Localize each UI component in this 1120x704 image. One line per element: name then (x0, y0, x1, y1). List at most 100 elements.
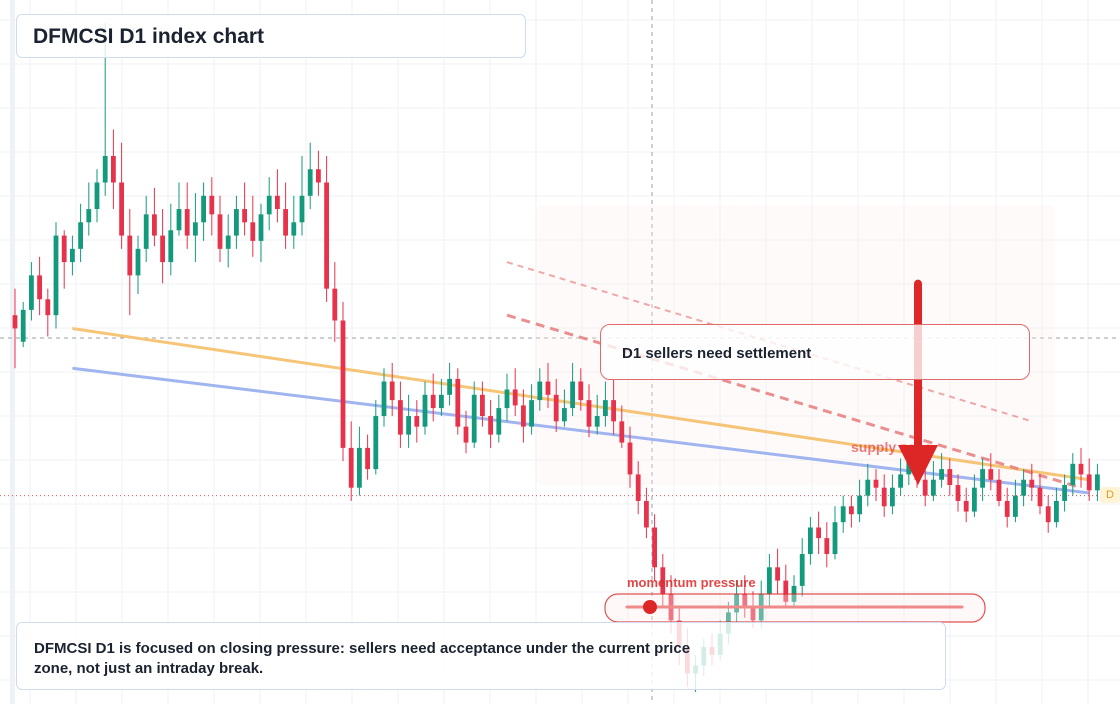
bear-candle (627, 426, 633, 488)
candle-body (455, 378, 461, 427)
bear-candle (455, 368, 461, 435)
bear-candle (963, 487, 969, 523)
candle-body (1013, 495, 1018, 517)
upper-dashed-line (506, 261, 1033, 423)
bear-candle (586, 384, 592, 438)
bull-candle (373, 400, 379, 475)
candle-body (168, 230, 174, 263)
candle-body (340, 320, 346, 448)
candle-body (635, 474, 641, 501)
candle-body (324, 182, 329, 289)
candle-body (53, 235, 59, 316)
candle-body (201, 195, 206, 223)
candle-body (963, 500, 969, 512)
bear-candle (389, 362, 395, 417)
bear-candle (611, 378, 616, 435)
bear-candle (996, 469, 1002, 507)
candle-body (86, 209, 92, 223)
bear-candle (283, 182, 288, 249)
bear-candle (37, 256, 42, 316)
candle-body (504, 389, 510, 409)
candle-body (471, 394, 477, 443)
candle-body (160, 235, 165, 263)
candle-body (849, 506, 854, 515)
candle-body (890, 487, 895, 507)
bull-candle (143, 195, 149, 263)
bull-candle (1095, 463, 1100, 501)
bull-candle (529, 384, 534, 435)
bear-candle (152, 187, 157, 247)
candle-body (611, 400, 616, 422)
page-title: DFMCSI D1 index chart (33, 25, 265, 48)
bear-candle (652, 514, 657, 581)
bear-candle (816, 511, 821, 555)
candle-body (357, 447, 362, 488)
candle-body (111, 155, 116, 183)
candle-body (275, 195, 280, 210)
bull-candle (931, 461, 936, 501)
candle-body (873, 479, 879, 488)
bull-candle (972, 474, 977, 517)
candle-body (619, 421, 625, 443)
bear-candle (365, 434, 370, 480)
bull-candle (86, 182, 92, 236)
bear-candle (160, 209, 165, 284)
candle-body (750, 607, 756, 621)
candle-body (496, 408, 502, 435)
bull-candle (865, 463, 871, 507)
candle-body (234, 209, 239, 236)
candle-body (586, 400, 592, 427)
bull-candle (94, 169, 100, 223)
candle-body (840, 506, 846, 523)
bear-candle (783, 564, 789, 608)
candle-body (734, 593, 739, 613)
candle-body (389, 381, 395, 401)
description-text: DFMCSI D1 is focused on closing pressure… (34, 640, 691, 677)
bear-candle (488, 400, 493, 448)
candle-body (209, 195, 215, 215)
bull-candle (898, 458, 903, 496)
sellers-callout: D1 sellers need settlement (600, 324, 1030, 380)
bear-candle (545, 362, 551, 409)
candle-body (193, 222, 198, 236)
bull-candle (570, 362, 575, 417)
candle-body (119, 182, 124, 236)
bull-candle (168, 203, 174, 276)
candle-body (980, 469, 985, 488)
bear-candle (1045, 495, 1051, 533)
bull-candle (1054, 487, 1059, 528)
bull-candle (734, 580, 739, 624)
bear-candle (127, 209, 133, 316)
bear-candle (480, 381, 485, 427)
bull-candle (135, 235, 141, 294)
momentum-pressure-label: momentum pressure (627, 575, 756, 590)
bull-candle (840, 495, 846, 533)
candle-body (972, 487, 977, 512)
bear-candle (619, 405, 625, 448)
candle-body (414, 416, 420, 427)
bull-candle (53, 222, 59, 329)
candle-body (488, 416, 493, 435)
candle-body (1037, 487, 1043, 507)
candle-body (422, 394, 428, 427)
candle-body (955, 485, 961, 501)
bear-candle (45, 288, 51, 337)
candle-body (808, 527, 813, 555)
candle-body (430, 394, 436, 409)
candle-body (603, 400, 608, 417)
candle-body (799, 554, 805, 586)
candle-body (767, 567, 772, 594)
bull-candle (176, 182, 182, 236)
candle-body (332, 288, 338, 321)
bull-candle (291, 195, 297, 249)
candle-body (61, 235, 67, 263)
candle-body (742, 593, 748, 608)
bear-candle (316, 150, 321, 196)
bear-candle (881, 474, 887, 517)
candle-body (1095, 474, 1100, 491)
bear-candle (340, 301, 346, 462)
candle-body (29, 275, 34, 310)
bear-candle (12, 288, 18, 369)
candle-body (480, 394, 485, 417)
candle-body (832, 522, 838, 555)
